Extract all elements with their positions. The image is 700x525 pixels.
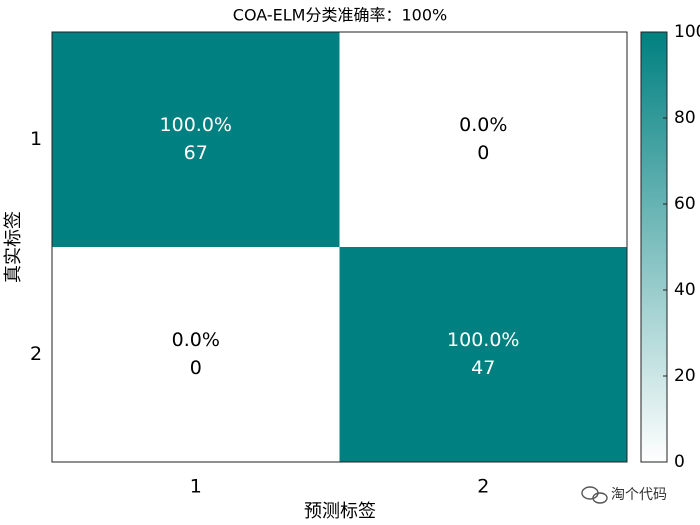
cell [52,247,340,462]
y-axis-label: 真实标签 [3,211,24,283]
chart-title: COA-ELM分类准确率：100% [233,6,447,25]
cell [339,247,627,462]
x-tick-label: 1 [190,476,202,498]
colorbar-tick-label: 80 [674,108,696,128]
cell-percent: 0.0% [459,114,507,136]
cell-count: 67 [184,142,208,164]
x-tick-label: 2 [477,476,489,498]
cell-count: 0 [190,357,202,379]
cell-percent: 100.0% [160,114,232,136]
colorbar-tick-label: 100 [674,22,700,42]
colorbar-tick-label: 20 [674,366,696,386]
colorbar [640,31,668,463]
cell [52,32,340,247]
x-axis-label: 预测标签 [304,501,376,522]
plot-frame [51,31,628,463]
cell-percent: 0.0% [172,329,220,351]
colorbar-tick-label: 60 [674,194,696,214]
cell-count: 47 [471,357,495,379]
y-tick-label: 2 [30,343,42,365]
y-tick-label: 1 [30,128,42,150]
cell-count: 0 [477,142,489,164]
colorbar-tick-label: 0 [674,452,685,472]
watermark-icon [581,486,608,504]
colorbar-tick-label: 40 [674,280,696,300]
cell-percent: 100.0% [447,329,519,351]
watermark: 淘个代码 [611,487,667,503]
cell [339,32,627,247]
